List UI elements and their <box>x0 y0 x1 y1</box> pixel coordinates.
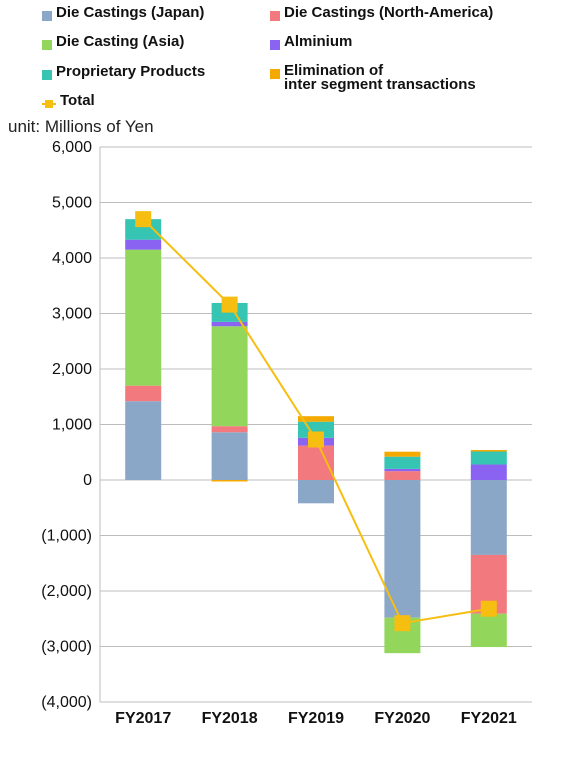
bar-segment <box>470 451 507 465</box>
legend-item-total: Total <box>42 92 95 111</box>
y-tick-label: (3,000) <box>41 639 92 656</box>
y-tick-label: 1,000 <box>52 417 92 434</box>
legend-swatch-square-icon <box>270 40 280 50</box>
unit-label: unit: Millions of Yen <box>8 117 154 136</box>
bar-segment <box>211 321 248 327</box>
total-marker <box>480 600 497 617</box>
legend-line-marker-icon <box>42 97 56 111</box>
legend-swatch-square-icon <box>270 11 280 21</box>
bar-segment <box>211 432 248 480</box>
bar-segment <box>384 468 421 472</box>
bar-segment <box>470 480 507 555</box>
bar-segment <box>211 426 248 433</box>
y-tick-label: 2,000 <box>52 361 92 378</box>
legend: Die Castings (Japan) Die Castings (North… <box>0 0 581 118</box>
y-tick-label: (2,000) <box>41 583 92 600</box>
y-tick-label: (4,000) <box>41 694 92 711</box>
bar-segment <box>384 451 421 457</box>
legend-label: Elimination of inter segment transaction… <box>284 62 476 93</box>
total-marker <box>394 615 411 632</box>
total-marker <box>221 296 238 313</box>
legend-item-alminium: Alminium <box>270 33 353 50</box>
legend-label: Die Casting (Asia) <box>56 33 185 50</box>
bar-segment <box>298 480 334 504</box>
legend-label: Proprietary Products <box>56 63 206 80</box>
legend-label: Die Castings (Japan) <box>56 4 205 21</box>
x-tick-label: FY2021 <box>461 710 517 727</box>
total-marker <box>135 211 152 228</box>
legend-swatch-square-icon <box>270 69 280 79</box>
y-tick-label: (1,000) <box>41 528 92 545</box>
bar-segment <box>298 416 334 422</box>
legend-item-die-castings-japan: Die Castings (Japan) <box>42 4 205 21</box>
y-tick-label: 0 <box>83 472 92 489</box>
legend-swatch-square-icon <box>42 40 52 50</box>
total-marker <box>308 431 324 448</box>
legend-swatch-square-icon <box>42 11 52 21</box>
legend-label: Total <box>60 92 95 109</box>
x-tick-label: FY2019 <box>288 710 344 727</box>
bar-segment <box>125 219 162 240</box>
bar-segment <box>211 480 248 482</box>
bar-segment <box>384 456 421 469</box>
legend-label: Alminium <box>284 33 353 50</box>
bar-segment <box>470 464 507 480</box>
legend-item-elimination-of-inter-segment-transactions: Elimination of inter segment transaction… <box>270 62 476 93</box>
y-tick-label: 5,000 <box>52 195 92 212</box>
bar-segment <box>125 385 162 402</box>
bar-segment <box>470 613 507 648</box>
bar-segment <box>298 445 334 480</box>
legend-label: Die Castings (North-America) <box>284 4 494 21</box>
bar-segment <box>384 471 421 480</box>
bar-segment <box>125 401 162 480</box>
legend-item-die-castings-north-america: Die Castings (North-America) <box>270 4 494 21</box>
x-tick-label: FY2018 <box>202 710 258 727</box>
x-tick-label: FY2020 <box>374 710 430 727</box>
x-tick-label: FY2017 <box>115 710 171 727</box>
y-tick-label: 6,000 <box>52 139 92 156</box>
legend-item-die-casting-asia: Die Casting (Asia) <box>42 33 185 50</box>
legend-item-proprietary-products: Proprietary Products <box>42 63 206 80</box>
bar-segment <box>211 326 248 427</box>
bar-segment <box>384 480 421 618</box>
bar-segment <box>125 239 162 250</box>
bar-segment <box>470 450 507 452</box>
bar-segment <box>125 249 162 386</box>
legend-swatch-square-icon <box>42 70 52 80</box>
y-tick-label: 3,000 <box>52 306 92 323</box>
y-tick-label: 4,000 <box>52 250 92 267</box>
